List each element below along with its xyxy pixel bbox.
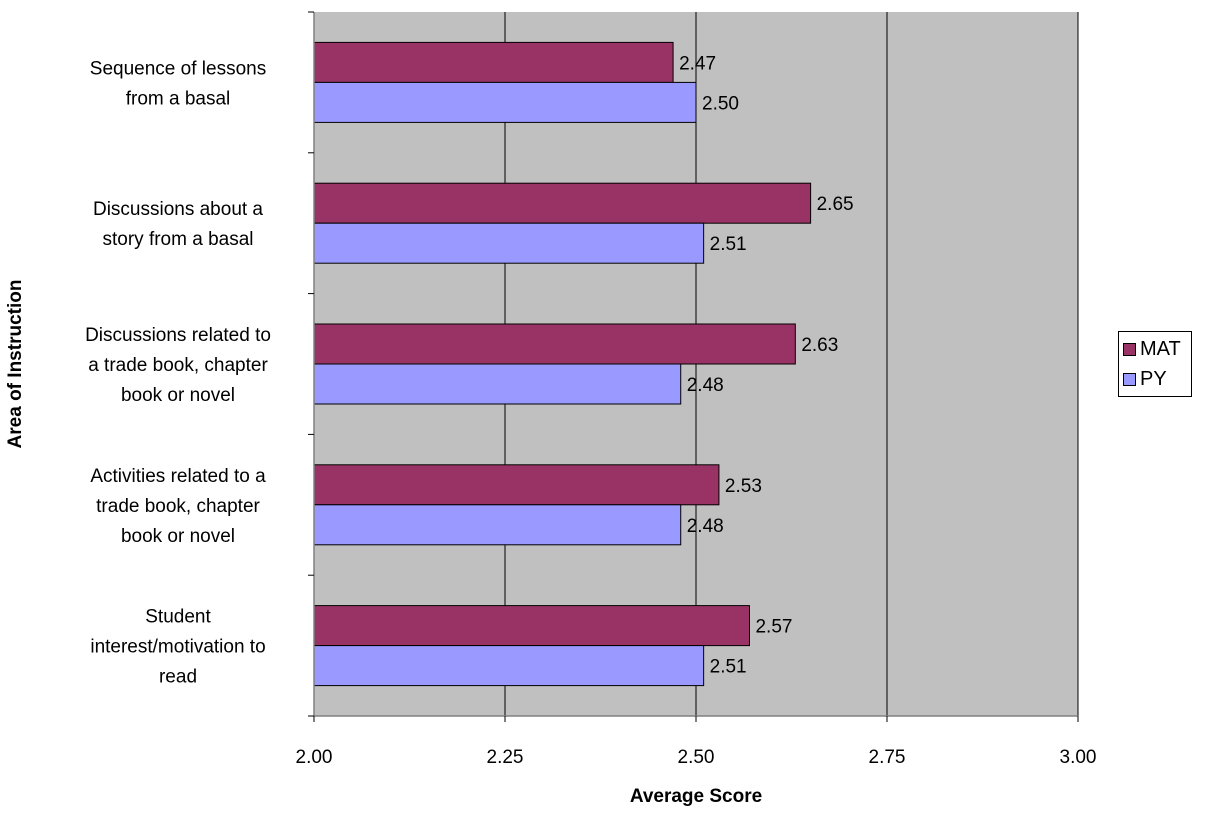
bar-value-label: 2.48 — [687, 375, 724, 396]
category-label: Student — [145, 607, 211, 628]
category-label: Activities related to a — [90, 466, 266, 487]
x-tick-label: 3.00 — [1060, 747, 1097, 768]
legend-item-mat: MAT — [1123, 334, 1187, 364]
x-ticks: 2.00 2.25 2.50 2.75 3.00 — [296, 716, 1097, 768]
bar-py — [313, 363, 682, 405]
category-label: story from a basal — [103, 229, 254, 250]
bar-mat — [313, 605, 750, 647]
category-label: a trade book, chapter — [88, 355, 268, 376]
category-label: book or novel — [121, 385, 235, 406]
bar-value-label: 2.51 — [710, 234, 747, 255]
legend: MAT PY — [1118, 331, 1192, 397]
legend-label-py: PY — [1140, 367, 1167, 390]
category-label: trade book, chapter — [96, 496, 260, 517]
x-tick-label: 2.00 — [296, 747, 333, 768]
legend-swatch-py — [1123, 372, 1136, 386]
category-label: Sequence of lessons — [90, 58, 266, 79]
category-label: read — [159, 667, 197, 688]
y-axis-title: Area of Instruction — [5, 280, 26, 449]
bar-value-label: 2.63 — [801, 335, 838, 356]
category-label: interest/motivation to — [90, 637, 265, 658]
x-tick-label: 2.50 — [678, 747, 715, 768]
bar-mat — [313, 182, 812, 224]
legend-label-mat: MAT — [1140, 337, 1181, 360]
x-tick-label: 2.75 — [869, 747, 906, 768]
bar-py — [313, 504, 682, 546]
category-label: Discussions about a — [93, 199, 263, 220]
bar-py — [313, 222, 705, 264]
x-axis-title: Average Score — [630, 786, 762, 807]
y-ticks — [308, 11, 314, 717]
legend-swatch-mat — [1123, 342, 1136, 356]
bar-mat — [313, 464, 720, 506]
bar-value-label: 2.65 — [817, 194, 854, 215]
bar-labels: 2.472.502.652.512.632.482.532.482.572.51 — [679, 53, 854, 677]
bar-value-label: 2.51 — [710, 657, 747, 678]
legend-item-py: PY — [1123, 364, 1187, 394]
x-tick-label: 2.25 — [487, 747, 524, 768]
category-label: from a basal — [126, 88, 231, 109]
bar-py — [313, 81, 697, 123]
category-labels: Sequence of lessons from a basal Discussio… — [85, 58, 271, 687]
bar-mat — [313, 41, 674, 83]
bar-py — [313, 645, 705, 687]
bar-value-label: 2.53 — [725, 476, 762, 497]
bar-value-label: 2.50 — [702, 93, 739, 114]
category-label: book or novel — [121, 526, 235, 547]
category-label: Discussions related to — [85, 325, 271, 346]
bar-value-label: 2.47 — [679, 53, 716, 74]
bar-value-label: 2.48 — [687, 516, 724, 537]
bars — [313, 41, 812, 687]
bar-value-label: 2.57 — [755, 617, 792, 638]
bar-mat — [313, 323, 796, 365]
